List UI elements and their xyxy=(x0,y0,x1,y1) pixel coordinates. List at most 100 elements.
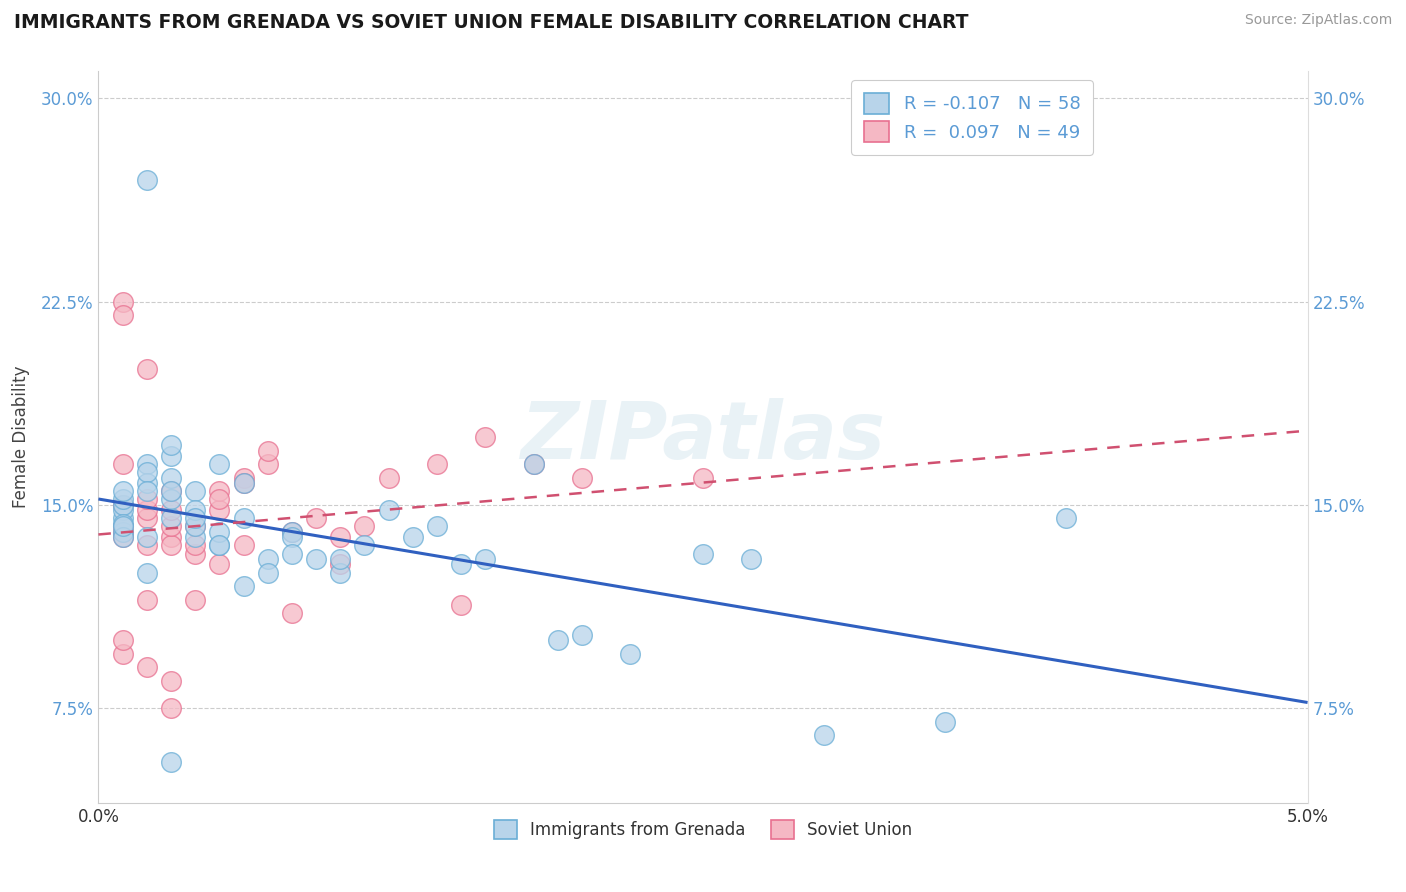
Point xyxy=(111,519,134,533)
Point xyxy=(184,484,207,499)
Point xyxy=(184,547,207,561)
Point xyxy=(135,538,157,552)
Point xyxy=(329,558,352,572)
Point xyxy=(208,457,231,471)
Point xyxy=(160,503,183,517)
Point xyxy=(111,308,134,322)
Point xyxy=(232,511,254,525)
Point xyxy=(135,511,157,525)
Point xyxy=(305,511,328,525)
Point xyxy=(184,503,207,517)
Point xyxy=(571,628,593,642)
Point xyxy=(111,647,134,661)
Point xyxy=(160,471,183,485)
Point xyxy=(1054,511,1077,525)
Point xyxy=(232,538,254,552)
Point xyxy=(135,457,157,471)
Point xyxy=(111,457,134,471)
Point xyxy=(135,172,157,186)
Point xyxy=(208,503,231,517)
Point xyxy=(256,566,278,580)
Point xyxy=(135,503,157,517)
Point xyxy=(232,476,254,491)
Point xyxy=(111,484,134,499)
Point xyxy=(256,443,278,458)
Point xyxy=(184,592,207,607)
Point xyxy=(111,524,134,539)
Y-axis label: Female Disability: Female Disability xyxy=(11,366,30,508)
Point xyxy=(111,519,134,533)
Point xyxy=(111,524,134,539)
Point xyxy=(523,457,546,471)
Point xyxy=(160,673,183,688)
Point xyxy=(184,538,207,552)
Point xyxy=(160,701,183,715)
Point xyxy=(547,633,569,648)
Point xyxy=(111,498,134,512)
Point xyxy=(426,457,449,471)
Point xyxy=(184,530,207,544)
Point xyxy=(740,552,762,566)
Point xyxy=(160,755,183,769)
Point xyxy=(111,530,134,544)
Point xyxy=(329,552,352,566)
Point xyxy=(111,492,134,507)
Point xyxy=(208,538,231,552)
Text: ZIPatlas: ZIPatlas xyxy=(520,398,886,476)
Point xyxy=(329,566,352,580)
Point xyxy=(232,476,254,491)
Point xyxy=(353,519,375,533)
Point xyxy=(232,579,254,593)
Point xyxy=(934,714,956,729)
Point xyxy=(160,484,183,499)
Point xyxy=(208,538,231,552)
Point xyxy=(329,530,352,544)
Point xyxy=(426,519,449,533)
Point xyxy=(813,728,835,742)
Point xyxy=(256,552,278,566)
Point xyxy=(305,552,328,566)
Point xyxy=(135,484,157,499)
Point xyxy=(692,471,714,485)
Point xyxy=(135,492,157,507)
Point xyxy=(523,457,546,471)
Point xyxy=(353,538,375,552)
Point xyxy=(111,530,134,544)
Point xyxy=(135,476,157,491)
Point xyxy=(281,530,304,544)
Point xyxy=(402,530,425,544)
Point xyxy=(160,484,183,499)
Point xyxy=(208,524,231,539)
Point xyxy=(160,519,183,533)
Text: Source: ZipAtlas.com: Source: ZipAtlas.com xyxy=(1244,13,1392,28)
Point xyxy=(111,516,134,531)
Point xyxy=(474,430,496,444)
Point xyxy=(111,294,134,309)
Point xyxy=(160,538,183,552)
Point xyxy=(160,530,183,544)
Point xyxy=(281,606,304,620)
Point xyxy=(111,511,134,525)
Point xyxy=(474,552,496,566)
Point xyxy=(208,484,231,499)
Point xyxy=(160,438,183,452)
Point xyxy=(135,362,157,376)
Point xyxy=(571,471,593,485)
Point xyxy=(135,592,157,607)
Point xyxy=(281,524,304,539)
Point xyxy=(111,633,134,648)
Point xyxy=(135,660,157,674)
Legend: Immigrants from Grenada, Soviet Union: Immigrants from Grenada, Soviet Union xyxy=(486,814,920,846)
Point xyxy=(184,519,207,533)
Point xyxy=(232,471,254,485)
Point xyxy=(160,511,183,525)
Point xyxy=(111,498,134,512)
Point xyxy=(160,449,183,463)
Point xyxy=(450,598,472,612)
Text: IMMIGRANTS FROM GRENADA VS SOVIET UNION FEMALE DISABILITY CORRELATION CHART: IMMIGRANTS FROM GRENADA VS SOVIET UNION … xyxy=(14,13,969,32)
Point xyxy=(281,524,304,539)
Point xyxy=(377,471,399,485)
Point xyxy=(184,511,207,525)
Point xyxy=(208,492,231,507)
Point xyxy=(111,503,134,517)
